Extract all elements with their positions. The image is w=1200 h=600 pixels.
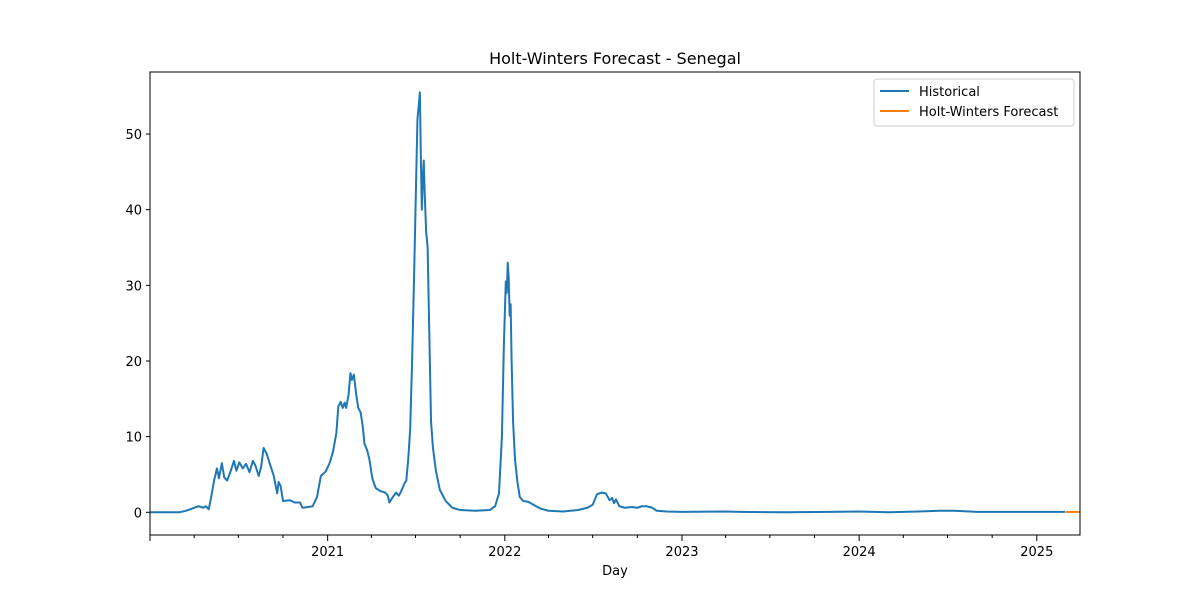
x-tick-label: 2022 bbox=[488, 545, 521, 560]
legend-box bbox=[873, 78, 1075, 127]
y-tick-label: 10 bbox=[125, 431, 142, 446]
y-tick-label: 20 bbox=[125, 355, 142, 370]
plot-frame bbox=[149, 71, 1081, 536]
x-tick-label: 2025 bbox=[1020, 545, 1053, 560]
y-axis: 0 10 20 30 40 50 bbox=[125, 128, 150, 521]
legend-label-historical: Historical bbox=[919, 85, 980, 100]
x-axis-title: Day bbox=[602, 564, 628, 579]
legend-label-forecast: Holt-Winters Forecast bbox=[919, 105, 1058, 120]
y-tick-label: 30 bbox=[125, 279, 142, 294]
x-tick-label: 2023 bbox=[665, 545, 698, 560]
x-axis: 2021 2022 2023 2024 2025 bbox=[149, 535, 1053, 560]
x-tick-label: 2024 bbox=[843, 545, 876, 560]
y-tick-label: 50 bbox=[125, 128, 142, 143]
y-tick-label: 40 bbox=[125, 204, 142, 219]
y-tick-label: 0 bbox=[134, 506, 142, 521]
x-tick-label: 2021 bbox=[311, 545, 344, 560]
chart-title: Holt-Winters Forecast - Senegal bbox=[489, 49, 741, 68]
series-group bbox=[150, 91, 1080, 514]
series-line-historical bbox=[150, 91, 1065, 514]
legend[interactable]: Historical Holt-Winters Forecast bbox=[873, 78, 1075, 127]
